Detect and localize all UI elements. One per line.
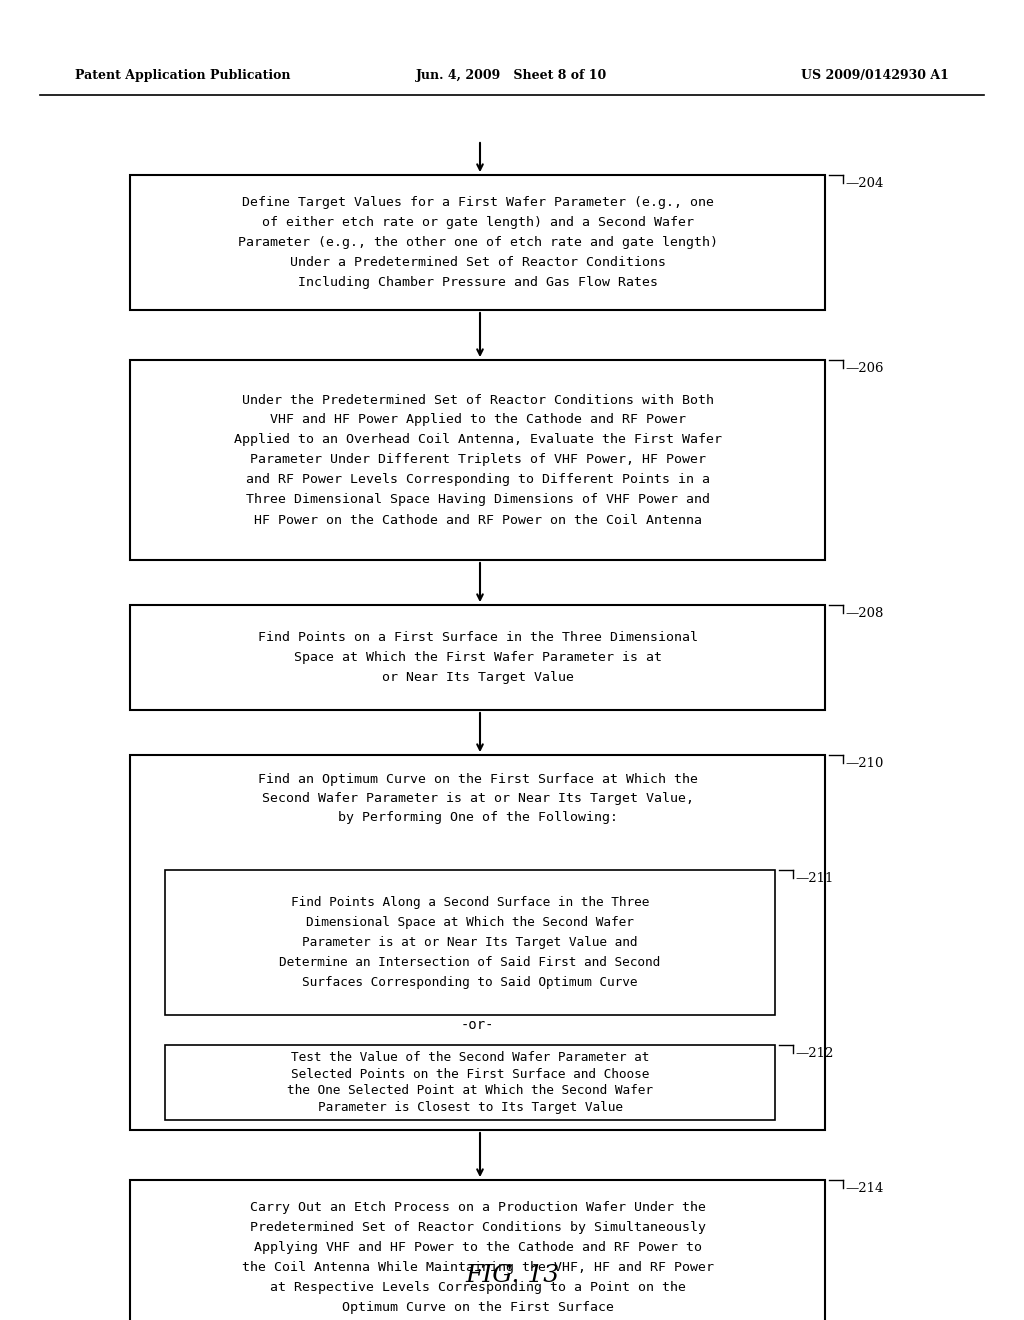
Text: —204: —204 [845, 177, 884, 190]
Text: Space at Which the First Wafer Parameter is at: Space at Which the First Wafer Parameter… [294, 651, 662, 664]
Bar [130, 755, 825, 1130]
Bar [130, 360, 825, 560]
Text: —211: —211 [795, 873, 834, 884]
Text: Selected Points on the First Surface and Choose: Selected Points on the First Surface and… [291, 1068, 649, 1081]
Text: —212: —212 [795, 1047, 834, 1060]
Text: VHF and HF Power Applied to the Cathode and RF Power: VHF and HF Power Applied to the Cathode … [269, 413, 685, 426]
Text: of either etch rate or gate length) and a Second Wafer: of either etch rate or gate length) and … [261, 216, 693, 228]
Text: —206: —206 [845, 362, 884, 375]
Text: FIG. 13: FIG. 13 [465, 1263, 559, 1287]
Text: the One Selected Point at Which the Second Wafer: the One Selected Point at Which the Seco… [287, 1084, 653, 1097]
Text: Three Dimensional Space Having Dimensions of VHF Power and: Three Dimensional Space Having Dimension… [246, 494, 710, 507]
Text: —214: —214 [845, 1181, 884, 1195]
Text: HF Power on the Cathode and RF Power on the Coil Antenna: HF Power on the Cathode and RF Power on … [254, 513, 701, 527]
Bar [165, 1045, 775, 1119]
Text: Optimum Curve on the First Surface: Optimum Curve on the First Surface [341, 1302, 613, 1313]
Text: US 2009/0142930 A1: US 2009/0142930 A1 [801, 69, 949, 82]
Text: Surfaces Corresponding to Said Optimum Curve: Surfaces Corresponding to Said Optimum C… [302, 975, 638, 989]
Text: -or-: -or- [461, 1018, 495, 1032]
Text: and RF Power Levels Corresponding to Different Points in a: and RF Power Levels Corresponding to Dif… [246, 474, 710, 487]
Text: at Respective Levels Corresponding to a Point on the: at Respective Levels Corresponding to a … [269, 1280, 685, 1294]
Text: —210: —210 [845, 756, 884, 770]
Text: the Coil Antenna While Maintaining the VHF, HF and RF Power: the Coil Antenna While Maintaining the V… [242, 1261, 714, 1274]
Text: Parameter is Closest to Its Target Value: Parameter is Closest to Its Target Value [317, 1101, 623, 1114]
Text: or Near Its Target Value: or Near Its Target Value [382, 671, 573, 684]
Bar [130, 176, 825, 310]
Text: Parameter Under Different Triplets of VHF Power, HF Power: Parameter Under Different Triplets of VH… [250, 454, 706, 466]
Text: Patent Application Publication: Patent Application Publication [75, 69, 291, 82]
Text: Dimensional Space at Which the Second Wafer: Dimensional Space at Which the Second Wa… [306, 916, 634, 929]
Text: Second Wafer Parameter is at or Near Its Target Value,: Second Wafer Parameter is at or Near Its… [261, 792, 693, 805]
Text: Find an Optimum Curve on the First Surface at Which the: Find an Optimum Curve on the First Surfa… [257, 774, 697, 785]
Text: Jun. 4, 2009   Sheet 8 of 10: Jun. 4, 2009 Sheet 8 of 10 [417, 69, 607, 82]
Text: Applying VHF and HF Power to the Cathode and RF Power to: Applying VHF and HF Power to the Cathode… [254, 1241, 701, 1254]
Text: by Performing One of the Following:: by Performing One of the Following: [338, 810, 617, 824]
Text: Find Points on a First Surface in the Three Dimensional: Find Points on a First Surface in the Th… [257, 631, 697, 644]
Bar [130, 1180, 825, 1320]
Text: Applied to an Overhead Coil Antenna, Evaluate the First Wafer: Applied to an Overhead Coil Antenna, Eva… [233, 433, 722, 446]
Text: Carry Out an Etch Process on a Production Wafer Under the: Carry Out an Etch Process on a Productio… [250, 1201, 706, 1214]
Text: Parameter is at or Near Its Target Value and: Parameter is at or Near Its Target Value… [302, 936, 638, 949]
Bar [165, 870, 775, 1015]
Text: Test the Value of the Second Wafer Parameter at: Test the Value of the Second Wafer Param… [291, 1051, 649, 1064]
Text: Determine an Intersection of Said First and Second: Determine an Intersection of Said First … [280, 956, 660, 969]
Text: Including Chamber Pressure and Gas Flow Rates: Including Chamber Pressure and Gas Flow … [298, 276, 657, 289]
Text: Under the Predetermined Set of Reactor Conditions with Both: Under the Predetermined Set of Reactor C… [242, 393, 714, 407]
Text: Parameter (e.g., the other one of etch rate and gate length): Parameter (e.g., the other one of etch r… [238, 236, 718, 249]
Text: —208: —208 [845, 607, 884, 620]
Text: Predetermined Set of Reactor Conditions by Simultaneously: Predetermined Set of Reactor Conditions … [250, 1221, 706, 1234]
Text: Find Points Along a Second Surface in the Three: Find Points Along a Second Surface in th… [291, 896, 649, 909]
Bar [130, 605, 825, 710]
Text: Under a Predetermined Set of Reactor Conditions: Under a Predetermined Set of Reactor Con… [290, 256, 666, 269]
Text: Define Target Values for a First Wafer Parameter (e.g., one: Define Target Values for a First Wafer P… [242, 195, 714, 209]
